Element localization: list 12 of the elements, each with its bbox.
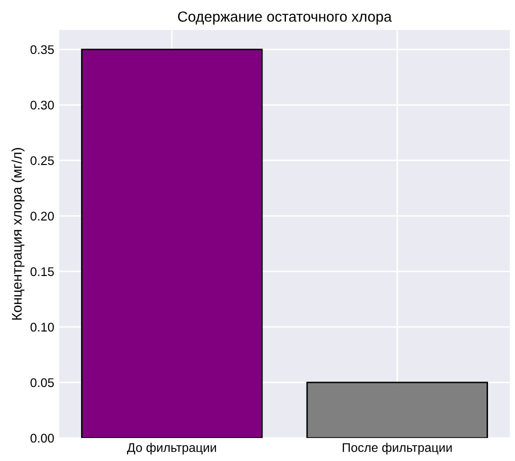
y-tick-label: 0.05 (30, 378, 54, 388)
y-axis-title: Концентрация хлора (мг/л) (12, 148, 24, 320)
y-tick-label: 0.20 (30, 212, 54, 221)
y-tick-label: 0.00 (30, 434, 54, 443)
x-tick-label: После фильтрации (342, 442, 452, 454)
y-tick-label: 0.15 (30, 267, 54, 276)
x-tick-label: До фильтрации (127, 442, 216, 454)
chart-title: Содержание остаточного хлора (178, 11, 392, 25)
y-tick-label: 0.25 (30, 156, 54, 166)
y-tick-label: 0.35 (30, 45, 54, 54)
y-tick-label: 0.10 (30, 322, 54, 332)
y-tick-label: 0.30 (30, 100, 54, 110)
